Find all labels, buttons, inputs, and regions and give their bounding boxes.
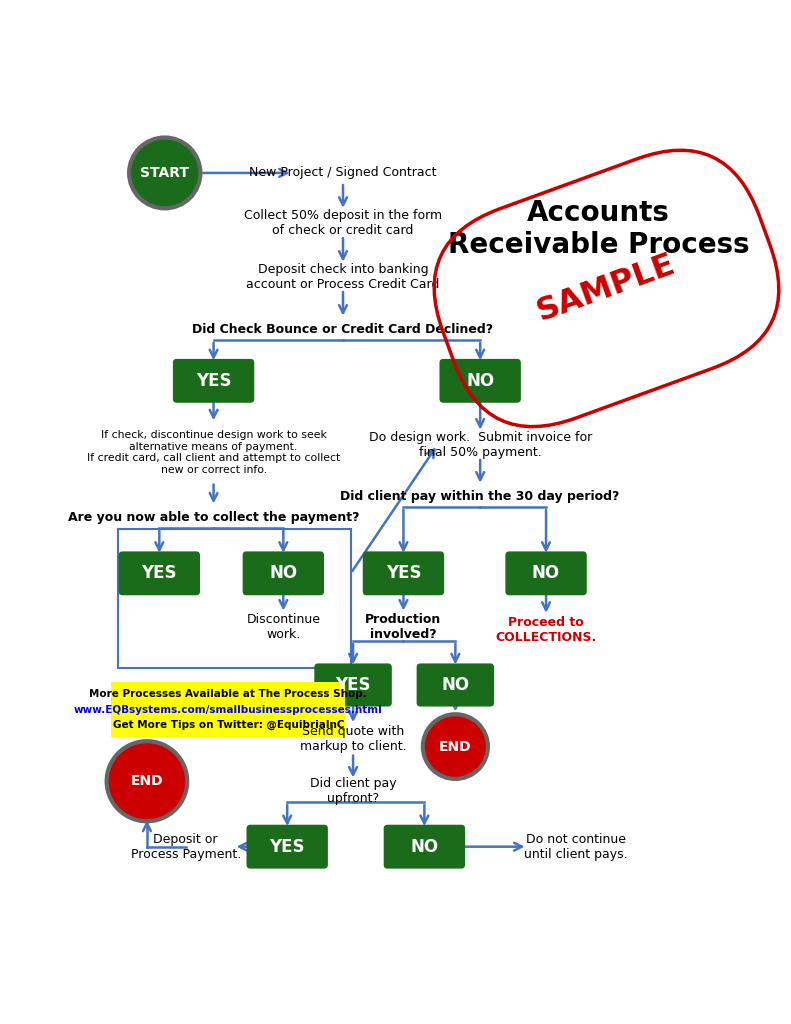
FancyBboxPatch shape (505, 551, 587, 595)
Text: Are you now able to collect the payment?: Are you now able to collect the payment? (68, 511, 359, 523)
Text: NO: NO (532, 564, 560, 583)
Text: END: END (439, 739, 471, 754)
FancyBboxPatch shape (384, 824, 465, 868)
Text: NO: NO (411, 838, 438, 856)
FancyBboxPatch shape (417, 664, 494, 707)
Text: Get More Tips on Twitter: @EquibrialnC: Get More Tips on Twitter: @EquibrialnC (112, 720, 344, 730)
FancyBboxPatch shape (440, 358, 520, 402)
Circle shape (107, 741, 187, 821)
FancyBboxPatch shape (247, 824, 328, 868)
Text: Do design work.  Submit invoice for
final 50% payment.: Do design work. Submit invoice for final… (369, 431, 592, 459)
Text: YES: YES (335, 676, 371, 694)
Text: SAMPLE: SAMPLE (533, 249, 680, 328)
Text: NO: NO (466, 372, 494, 390)
Text: START: START (140, 166, 189, 180)
Text: Accounts
Receivable Process: Accounts Receivable Process (448, 199, 750, 259)
FancyBboxPatch shape (173, 358, 254, 402)
Text: NO: NO (441, 676, 469, 694)
Text: Did client pay within the 30 day period?: Did client pay within the 30 day period? (340, 489, 620, 503)
Text: NO: NO (269, 564, 297, 583)
Text: Proceed to
COLLECTIONS.: Proceed to COLLECTIONS. (495, 615, 596, 643)
Text: Do not continue
until client pays.: Do not continue until client pays. (524, 833, 627, 861)
Circle shape (423, 715, 488, 779)
FancyBboxPatch shape (363, 551, 444, 595)
FancyBboxPatch shape (314, 664, 392, 707)
Text: New Project / Signed Contract: New Project / Signed Contract (249, 167, 437, 179)
Text: Deposit or
Process Payment.: Deposit or Process Payment. (131, 833, 240, 861)
FancyBboxPatch shape (119, 551, 200, 595)
Bar (112, 682, 346, 737)
Text: Did client pay
upfront?: Did client pay upfront? (310, 777, 396, 805)
Text: www.EQBsystems.com/smallbusinessprocesses.html: www.EQBsystems.com/smallbusinessprocesse… (74, 705, 383, 715)
Text: Collect 50% deposit in the form
of check or credit card: Collect 50% deposit in the form of check… (244, 209, 442, 237)
Text: If check, discontinue design work to seek
alternative means of payment.
If credi: If check, discontinue design work to see… (87, 430, 340, 475)
Text: Send quote with
markup to client.: Send quote with markup to client. (300, 725, 407, 753)
Text: YES: YES (142, 564, 177, 583)
Text: END: END (131, 774, 163, 788)
Text: YES: YES (196, 372, 231, 390)
FancyBboxPatch shape (243, 551, 324, 595)
Bar (118, 529, 350, 668)
Text: Production
involved?: Production involved? (365, 613, 441, 641)
Text: Did Check Bounce or Credit Card Declined?: Did Check Bounce or Credit Card Declined… (192, 323, 494, 336)
Text: More Processes Available at The Process Shop.: More Processes Available at The Process … (89, 689, 367, 699)
Text: Discontinue
work.: Discontinue work. (246, 613, 320, 641)
Circle shape (129, 137, 200, 208)
Text: YES: YES (386, 564, 421, 583)
Text: YES: YES (270, 838, 305, 856)
Text: Deposit check into banking
account or Process Credit Card: Deposit check into banking account or Pr… (246, 263, 440, 291)
